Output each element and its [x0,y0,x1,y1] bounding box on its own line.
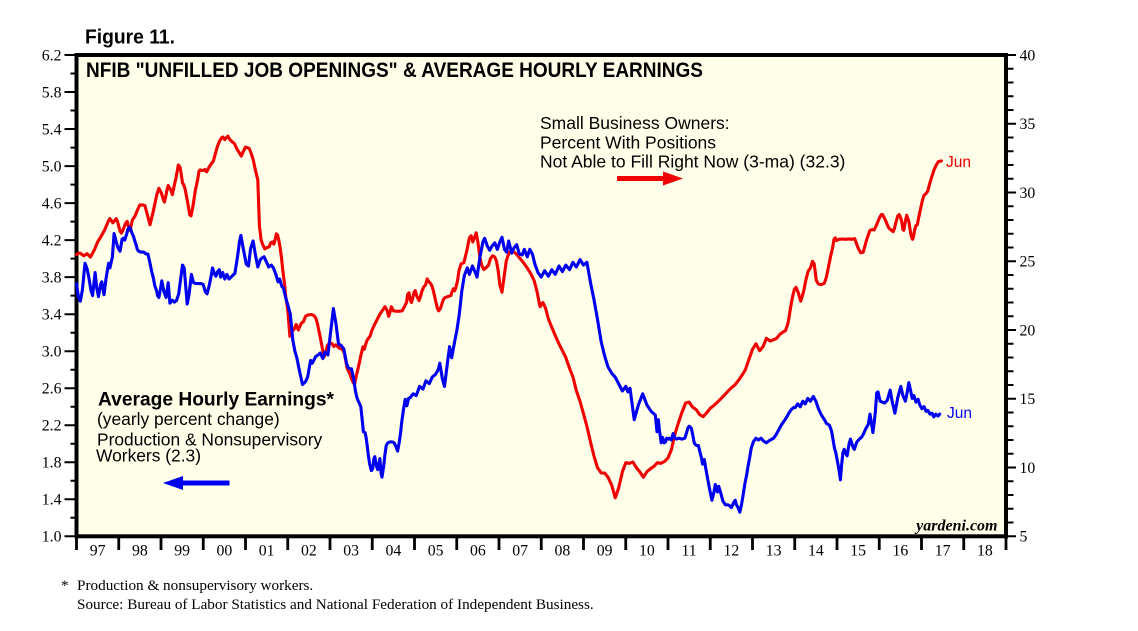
svg-text:Average Hourly Earnings*: Average Hourly Earnings* [98,389,335,410]
svg-text:Workers (2.3): Workers (2.3) [96,446,201,466]
svg-text:Figure 11.: Figure 11. [85,26,175,49]
svg-text:40: 40 [1020,47,1036,64]
svg-text:15: 15 [1020,391,1036,408]
svg-text:03: 03 [343,542,359,559]
svg-text:yardeni.com: yardeni.com [914,518,997,535]
svg-text:15: 15 [850,542,866,559]
svg-text:05: 05 [428,542,444,559]
svg-text:04: 04 [386,542,402,559]
svg-text:Jun: Jun [947,405,972,422]
svg-text:99: 99 [174,542,190,559]
svg-text:5.4: 5.4 [42,121,62,138]
svg-text:12: 12 [724,542,740,559]
svg-text:Production & nonsupervisory wo: Production & nonsupervisory workers. [77,577,313,594]
svg-text:2.2: 2.2 [42,418,62,435]
svg-text:18: 18 [977,542,993,559]
svg-text:08: 08 [555,542,571,559]
svg-text:11: 11 [681,542,696,559]
svg-text:02: 02 [301,542,317,559]
svg-text:5: 5 [1020,529,1028,546]
svg-text:13: 13 [766,542,782,559]
svg-text:1.0: 1.0 [42,529,62,546]
svg-text:10: 10 [639,542,655,559]
svg-text:2.6: 2.6 [42,381,62,398]
svg-text:06: 06 [470,542,486,559]
svg-text:5.8: 5.8 [42,84,62,101]
svg-text:4.2: 4.2 [42,233,62,250]
svg-text:Small Business Owners:: Small Business Owners: [540,113,730,133]
svg-text:3.4: 3.4 [42,307,62,324]
svg-text:4.6: 4.6 [42,196,62,213]
svg-text:10: 10 [1020,460,1036,477]
svg-text:Percent With Positions: Percent With Positions [540,132,716,152]
svg-text:3.8: 3.8 [42,270,62,287]
svg-text:00: 00 [217,542,233,559]
svg-text:6.2: 6.2 [42,47,62,64]
svg-text:Source: Bureau of Labor Statis: Source: Bureau of Labor Statistics and N… [77,596,594,613]
svg-text:07: 07 [512,542,528,559]
svg-text:25: 25 [1020,254,1036,271]
svg-text:5.0: 5.0 [42,159,62,176]
svg-text:(yearly percent change): (yearly percent change) [97,409,280,429]
svg-text:14: 14 [808,542,824,559]
svg-text:16: 16 [893,542,909,559]
svg-text:30: 30 [1020,185,1036,202]
svg-text:3.0: 3.0 [42,344,62,361]
svg-text:97: 97 [90,542,106,559]
svg-text:Not Able to Fill Right Now (3-: Not Able to Fill Right Now (3-ma) (32.3) [540,152,845,172]
svg-text:09: 09 [597,542,613,559]
svg-text:NFIB "UNFILLED JOB OPENINGS" &: NFIB "UNFILLED JOB OPENINGS" & AVERAGE H… [86,59,703,82]
svg-text:Jun: Jun [946,154,971,171]
svg-text:*: * [61,577,69,594]
svg-text:17: 17 [935,542,951,559]
svg-text:Production & Nonsupervisory: Production & Nonsupervisory [97,430,323,450]
svg-text:20: 20 [1020,322,1036,339]
svg-text:01: 01 [259,542,275,559]
svg-text:1.4: 1.4 [42,492,62,509]
svg-text:35: 35 [1020,116,1036,133]
svg-text:1.8: 1.8 [42,455,62,472]
svg-text:98: 98 [132,542,148,559]
